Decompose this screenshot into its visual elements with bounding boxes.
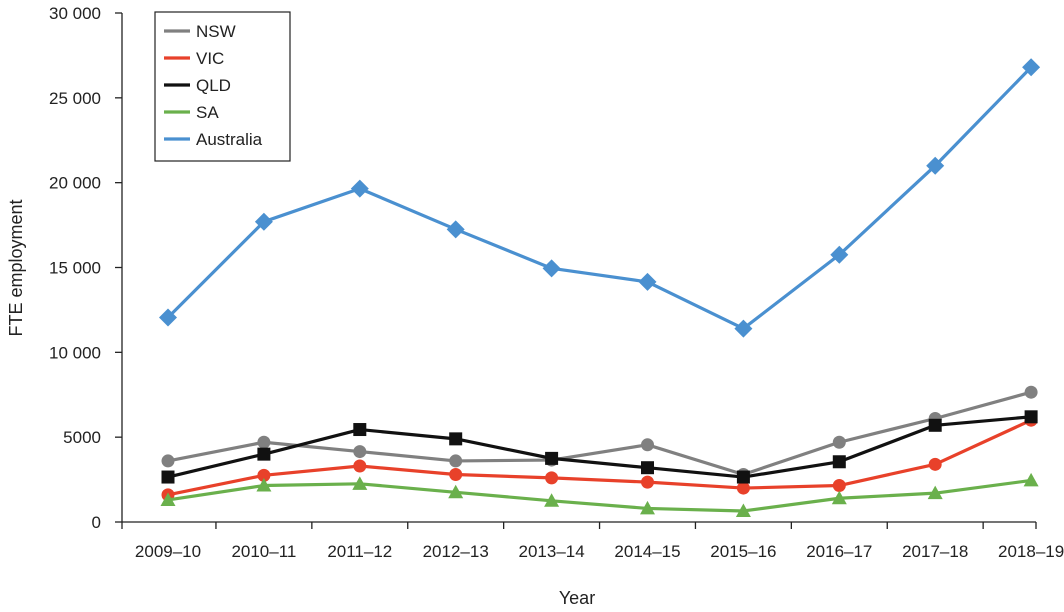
data-point-vic [353, 459, 367, 473]
data-point-qld [449, 432, 463, 446]
y-axis: 0 5000 10 000 15 000 20 000 25 000 30 000 [49, 4, 123, 532]
x-tick-label: 2012–13 [423, 542, 489, 561]
x-tick-label: 2010–11 [231, 542, 296, 561]
series-line-vic [167, 418, 1032, 497]
data-point-australia [1022, 58, 1041, 77]
data-point-qld [641, 461, 654, 475]
x-tick-label: 2014–15 [614, 542, 680, 561]
data-point-qld [353, 423, 367, 437]
legend-label-nsw: NSW [196, 22, 236, 41]
data-point-australia [159, 308, 177, 327]
y-tick-label: 30 000 [49, 4, 101, 23]
data-point-australia [926, 156, 945, 175]
data-point-australia [350, 179, 369, 198]
series-line-nsw [167, 390, 1032, 477]
data-point-sa [544, 493, 560, 507]
data-point-qld [928, 418, 942, 432]
series-sa [160, 472, 1039, 517]
data-point-qld [545, 451, 559, 465]
data-point-nsw [161, 454, 175, 468]
y-tick-label: 0 [92, 513, 101, 532]
series-qld [161, 410, 1038, 484]
legend-label-australia: Australia [196, 130, 263, 149]
series-line-australia [166, 66, 1033, 331]
data-point-australia [542, 259, 561, 278]
x-axis: 2009–10 2010–11 2011–12 2012–13 2013–14 2014–… [121, 521, 1064, 561]
data-point-nsw [641, 438, 654, 452]
x-tick-label: 2011–12 [327, 542, 392, 561]
legend: NSW VIC QLD SA Australia [154, 11, 291, 162]
x-tick-label: 2018–19 [998, 542, 1064, 561]
series-vic [161, 413, 1038, 502]
series-layer [159, 58, 1041, 517]
data-point-australia [638, 272, 657, 291]
data-point-qld [161, 470, 175, 484]
y-tick-label: 20 000 [49, 174, 101, 193]
x-tick-label: 2017–18 [902, 542, 968, 561]
data-point-qld [257, 447, 271, 461]
data-point-sa [831, 490, 847, 505]
y-tick-label: 10 000 [49, 343, 101, 362]
data-point-vic [832, 479, 846, 493]
data-point-nsw [1024, 385, 1038, 399]
data-point-australia [446, 220, 465, 239]
y-axis-title: FTE employment [6, 199, 26, 336]
data-point-vic [641, 475, 654, 489]
data-point-vic [928, 457, 942, 471]
data-point-australia [734, 319, 753, 338]
legend-label-qld: QLD [196, 76, 231, 95]
data-point-sa [927, 485, 943, 500]
data-point-sa [160, 492, 176, 506]
data-point-vic [257, 468, 271, 482]
x-tick-label: 2009–10 [135, 542, 201, 561]
data-point-vic [449, 467, 463, 481]
data-point-nsw [257, 435, 271, 449]
x-axis-title: Year [559, 588, 595, 608]
data-point-nsw [353, 445, 367, 459]
series-nsw [161, 385, 1038, 481]
x-tick-label: 2015–16 [710, 542, 776, 561]
data-point-sa [1023, 472, 1039, 487]
series-line-qld [167, 415, 1032, 479]
y-tick-label: 25 000 [49, 89, 101, 108]
data-point-qld [736, 470, 750, 484]
series-australia [159, 58, 1041, 338]
x-tick-label: 2013–14 [519, 542, 585, 561]
data-point-sa [352, 476, 368, 490]
data-point-nsw [832, 435, 846, 449]
data-point-sa [448, 484, 464, 499]
series-line-sa [167, 478, 1032, 513]
data-point-qld [1024, 410, 1038, 424]
data-point-sa [735, 503, 751, 517]
y-tick-label: 5000 [63, 428, 101, 447]
data-point-qld [832, 455, 846, 469]
data-point-vic [545, 471, 559, 485]
legend-label-vic: VIC [196, 49, 224, 68]
data-point-sa [256, 478, 272, 492]
x-tick-label: 2016–17 [806, 542, 872, 561]
data-point-vic [736, 481, 750, 495]
data-point-australia [830, 245, 849, 264]
legend-label-sa: SA [196, 103, 219, 122]
y-tick-label: 15 000 [49, 259, 101, 278]
data-point-nsw [449, 454, 463, 468]
data-point-australia [254, 212, 273, 231]
data-point-sa [640, 500, 655, 515]
